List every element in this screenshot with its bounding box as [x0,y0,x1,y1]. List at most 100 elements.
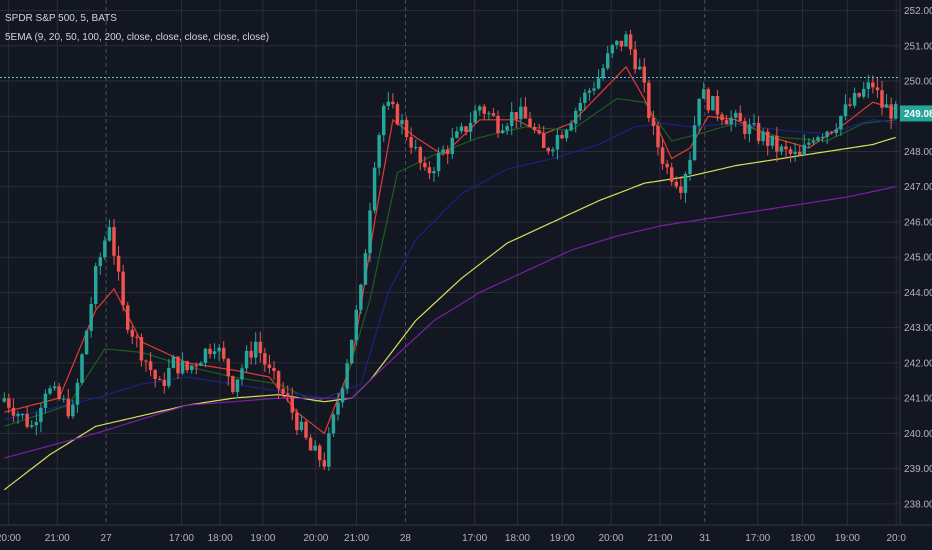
candle-body [48,388,52,394]
candle-body [523,106,528,119]
candle-body [441,149,445,153]
candle-body [445,149,450,155]
candle-body [587,90,592,93]
candle-body [615,40,619,45]
ema-lines [3,65,896,491]
legend[interactable]: SPDR S&P 500, 5, BATS 5EMA (9, 20, 50, 1… [5,13,269,43]
candle-body [349,339,354,364]
candle-body [107,227,112,241]
price-tick-label: 250.00 [904,77,932,88]
time-tick-label: 21:00 [344,533,369,544]
candle-body [532,127,537,131]
candle-body [692,125,697,161]
price-tick-label: 243.00 [904,323,932,334]
time-tick-label: 21:00 [647,533,672,544]
candle-body [797,151,802,155]
candle-body [866,82,871,89]
candle-body [578,102,583,111]
candle-body [660,147,665,164]
last-price-marker: 249.08 [900,105,932,122]
candle-body [843,104,848,117]
candle-body [459,126,464,132]
time-tick-label: 18:00 [790,533,815,544]
indicator-legend[interactable]: 5EMA (9, 20, 50, 100, 200, close, close,… [5,32,269,43]
grid [0,0,900,525]
candle-body [893,104,898,119]
candle-body [34,422,39,426]
candle-body [468,122,473,132]
candle-body [139,337,144,361]
candle-body [66,398,71,417]
candle-body [743,120,747,135]
candle-body [25,413,29,427]
ema20-line [4,98,896,427]
candle-body [706,89,711,111]
time-tick-label: 20:00 [599,533,624,544]
candle-body [84,330,89,355]
candle-body [327,433,331,467]
time-tick-label: 19:00 [835,533,860,544]
time-axis-labels[interactable]: 20:00 21:00 27 17:00 18:00 19:00 20:00 21:00 28 1… [0,533,906,544]
candle-body [889,104,893,119]
candle-body [592,88,596,91]
candle-body [43,393,48,408]
candle-body [121,271,125,306]
price-tick-label: 241.00 [904,394,932,405]
last-price-badge [900,105,932,122]
candle-body [167,368,171,387]
candle-body [436,152,441,172]
candle-body [285,393,290,397]
candle-body [409,137,413,148]
candle-body [249,350,253,358]
chart-title[interactable]: SPDR S&P 500, 5, BATS [5,13,117,24]
candle-body [628,34,633,50]
candle-body [848,104,852,106]
candle-body [386,101,391,106]
candle-body [185,361,189,371]
candle-body [683,174,688,193]
candle-body [258,341,263,354]
candle-body [235,379,240,393]
candle-body [423,162,427,168]
candle-body [189,365,194,371]
time-tick-label: 20:00 [0,533,21,544]
candle-body [583,92,587,103]
candle-body [171,356,176,369]
candle-body [724,120,729,125]
candle-body [642,66,647,83]
candle-body [875,87,880,91]
candle-body [793,151,797,154]
candle-body [464,126,468,132]
candle-body [688,160,692,175]
price-tick-label: 252.00 [904,6,932,17]
price-tick-label: 242.00 [904,358,932,369]
candle-body [221,347,226,359]
candle-body [715,96,720,115]
candle-body [240,368,244,380]
time-tick-label: 20:0 [886,533,906,544]
candle-body [852,93,857,106]
time-tick-label: 19:00 [250,533,275,544]
candle-body [697,98,701,126]
candle-body [601,68,605,79]
time-tick-label: 21:00 [45,533,70,544]
candle-body [770,135,775,146]
candle-body [359,284,363,310]
candle-body [509,112,514,127]
candle-body [665,163,669,168]
candle-body [701,89,706,99]
candle-body [75,382,80,405]
candle-body [573,110,578,124]
candle-body [756,123,761,142]
candle-body [528,118,532,128]
candle-body [7,398,11,408]
candle-body [418,147,423,163]
candle-body [148,361,153,371]
candle-body [212,351,217,355]
candle-body [322,460,327,467]
candle-body [125,305,130,330]
price-tick-label: 245.00 [904,253,932,264]
price-axis-labels[interactable]: 252.00251.00250.00249.00248.00247.00246.… [904,6,932,510]
